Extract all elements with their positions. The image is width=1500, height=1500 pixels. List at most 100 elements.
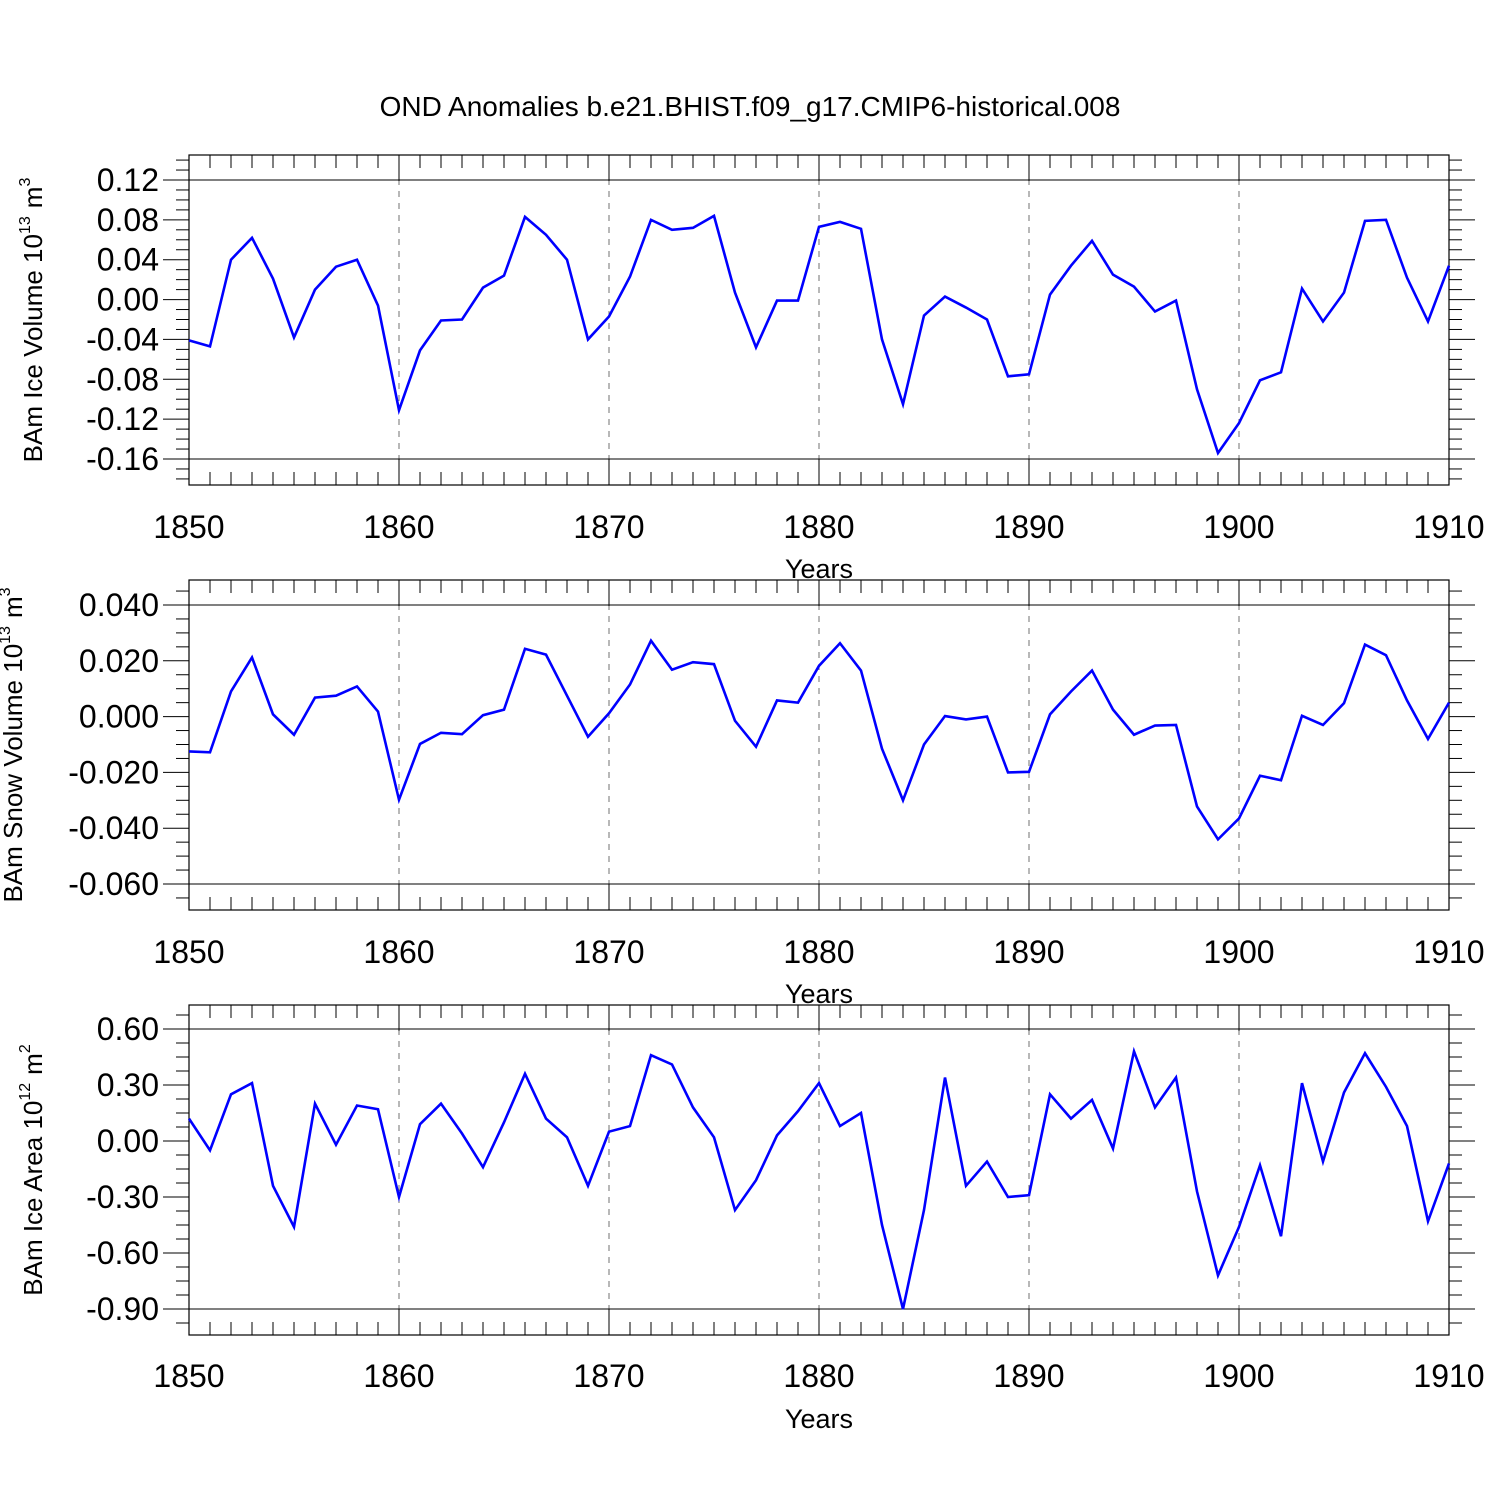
data-point (208, 750, 212, 754)
data-point (691, 226, 695, 230)
data-point (838, 220, 842, 224)
x-tick-label: 1870 (573, 1358, 644, 1394)
data-point (1027, 372, 1031, 376)
data-point (1048, 712, 1052, 716)
y-axis-label-exp: 13 (17, 216, 34, 234)
data-point (607, 1130, 611, 1134)
data-point (1384, 218, 1388, 222)
data-point (439, 319, 443, 323)
data-point (376, 304, 380, 308)
data-point (985, 1160, 989, 1164)
y-tick-label: -0.04 (86, 321, 159, 357)
y-axis-label-exp: 13 (0, 626, 14, 644)
x-axis-label: Years (785, 979, 853, 1009)
data-point (1027, 1193, 1031, 1197)
data-point (250, 655, 254, 659)
data-point (1279, 1234, 1283, 1238)
data-point (1258, 1163, 1262, 1167)
data-point (1132, 285, 1136, 289)
data-point (1174, 299, 1178, 303)
data-point (565, 694, 569, 698)
data-point (1321, 1160, 1325, 1164)
x-tick-label: 1910 (1413, 934, 1484, 970)
data-point (439, 1102, 443, 1106)
data-point (796, 299, 800, 303)
y-tick-label: 0.30 (97, 1067, 159, 1103)
data-point (271, 712, 275, 716)
data-point (376, 1107, 380, 1111)
data-point (985, 715, 989, 719)
data-point (229, 258, 233, 262)
data-point (397, 1195, 401, 1199)
y-axis-label: BAm Ice Area 1012 m2 (17, 1044, 48, 1296)
data-point (1048, 293, 1052, 297)
data-point (1405, 1124, 1409, 1128)
data-point (1237, 816, 1241, 820)
data-point (502, 1120, 506, 1124)
data-point (187, 338, 191, 342)
data-point (670, 1062, 674, 1066)
data-point (754, 745, 758, 749)
data-point (670, 228, 674, 232)
data-point (733, 719, 737, 723)
data-point (712, 1135, 716, 1139)
data-point (1006, 1195, 1010, 1199)
data-point (355, 258, 359, 262)
data-point (1216, 1273, 1220, 1277)
y-tick-label: 0.020 (79, 643, 159, 679)
x-tick-label: 1850 (153, 1358, 224, 1394)
x-tick-label: 1900 (1203, 509, 1274, 545)
data-point (418, 348, 422, 352)
x-tick-label: 1890 (993, 1358, 1064, 1394)
data-point (1216, 451, 1220, 455)
data-point (250, 236, 254, 240)
data-point (712, 662, 716, 666)
y-axis-label-base: BAm Ice Area 10 (18, 1101, 48, 1296)
y-axis-label-exp: 12 (17, 1083, 34, 1101)
data-point (838, 1124, 842, 1128)
data-point (1195, 1189, 1199, 1193)
y-tick-label: -0.020 (68, 754, 159, 790)
y-tick-label: -0.30 (86, 1179, 159, 1215)
data-point (754, 1178, 758, 1182)
x-tick-label: 1890 (993, 934, 1064, 970)
data-point (586, 735, 590, 739)
data-point (313, 1102, 317, 1106)
data-point (1153, 1105, 1157, 1109)
data-point (313, 696, 317, 700)
data-point (481, 286, 485, 290)
data-point (1405, 276, 1409, 280)
x-tick-label: 1900 (1203, 1358, 1274, 1394)
y-axis-label-base: BAm Ice Volume 10 (18, 234, 48, 462)
y-axis-label-unit: m (18, 1053, 48, 1075)
x-axis-label: Years (785, 554, 853, 584)
data-point (187, 749, 191, 753)
data-point (460, 318, 464, 322)
data-point (1447, 1161, 1451, 1165)
x-tick-label: 1860 (363, 934, 434, 970)
data-point (208, 344, 212, 348)
data-point (607, 711, 611, 715)
data-point (775, 698, 779, 702)
data-point (817, 1081, 821, 1085)
data-point (1132, 733, 1136, 737)
data-point (1069, 1117, 1073, 1121)
data-point (1069, 264, 1073, 268)
data-point (817, 664, 821, 668)
y-tick-label: -0.60 (86, 1235, 159, 1271)
y-tick-label: 0.12 (97, 162, 159, 198)
data-point (1174, 723, 1178, 727)
data-point (1006, 374, 1010, 378)
data-point (1447, 264, 1451, 268)
y-axis-label-base: BAm Snow Volume 10 (0, 644, 28, 903)
x-tick-label: 1880 (783, 509, 854, 545)
x-tick-label: 1910 (1413, 509, 1484, 545)
data-point (1342, 291, 1346, 295)
data-point (1363, 1051, 1367, 1055)
data-point (1195, 387, 1199, 391)
data-point (859, 1111, 863, 1115)
data-point (460, 732, 464, 736)
y-tick-label: -0.060 (68, 866, 159, 902)
data-point (1090, 1098, 1094, 1102)
data-point (775, 1133, 779, 1137)
